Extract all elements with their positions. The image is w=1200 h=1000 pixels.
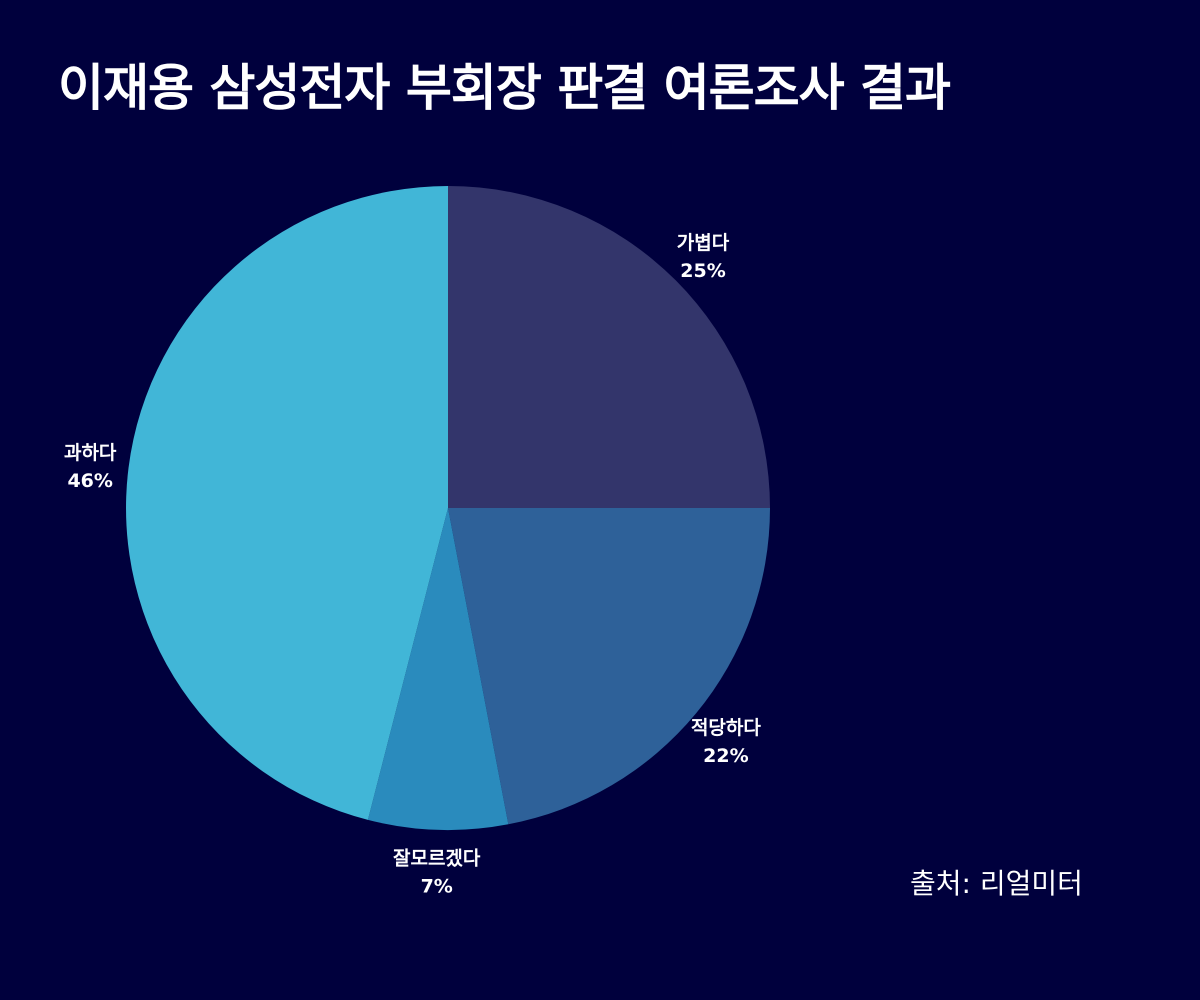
slice-value-label: 22% [703, 745, 748, 767]
pie-slice [448, 508, 771, 825]
pie-slice [448, 186, 770, 508]
slice-value-label: 25% [680, 260, 725, 282]
pie-labels: 가볍다 25% 적당하다 22% 잘모르겠다 7% 과하다 46% [64, 232, 761, 898]
chart-title: 이재용 삼성전자 부회장 판결 여론조사 결과 [58, 59, 951, 117]
slice-category-label: 잘모르겠다 [393, 848, 481, 870]
slice-label: 잘모르겠다 7% [393, 848, 481, 898]
source-note: 출처: 리얼미터 [910, 867, 1083, 900]
slice-value-label: 46% [67, 470, 112, 492]
pie-slices [126, 186, 771, 831]
pie-slice [367, 508, 509, 831]
slice-category-label: 과하다 [64, 442, 117, 464]
slice-label: 적당하다 22% [691, 717, 761, 767]
slice-category-label: 가볍다 [677, 232, 730, 254]
slice-label: 과하다 46% [64, 442, 117, 492]
slice-category-label: 적당하다 [691, 717, 761, 739]
pie-slice [126, 186, 448, 820]
slice-value-label: 7% [421, 876, 453, 898]
slice-label: 가볍다 25% [677, 232, 730, 282]
